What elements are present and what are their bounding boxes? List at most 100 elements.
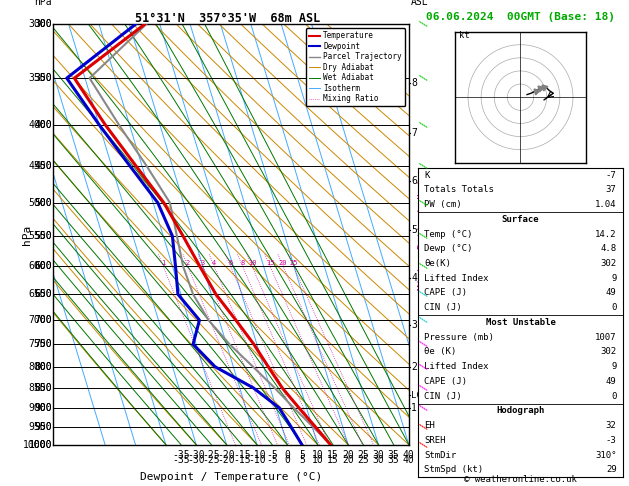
Text: 25: 25: [357, 455, 369, 465]
Text: Hodograph: Hodograph: [496, 406, 545, 416]
Text: 302: 302: [601, 347, 616, 356]
Text: 10: 10: [248, 260, 257, 266]
Text: 4: 4: [411, 273, 417, 283]
Text: \: \: [418, 230, 429, 242]
Text: 950: 950: [35, 422, 52, 432]
Text: 35: 35: [388, 450, 399, 460]
Text: 0: 0: [284, 450, 291, 460]
Text: 9: 9: [611, 274, 616, 283]
Text: 5: 5: [299, 455, 306, 465]
Text: 40: 40: [403, 455, 415, 465]
Text: StmDir: StmDir: [425, 451, 457, 460]
Text: 600: 600: [35, 261, 52, 271]
Text: kt: kt: [459, 31, 470, 40]
Text: -10: -10: [248, 450, 266, 460]
Text: 2: 2: [186, 260, 190, 266]
Text: Mixing Ratio (g/kg): Mixing Ratio (g/kg): [418, 179, 428, 290]
Text: \: \: [418, 338, 429, 350]
Text: 900: 900: [29, 403, 47, 413]
Text: 25: 25: [289, 260, 298, 266]
Text: 500: 500: [29, 198, 47, 208]
Text: 32: 32: [606, 421, 616, 430]
Text: -30: -30: [187, 450, 205, 460]
Text: -20: -20: [218, 455, 235, 465]
Text: 5: 5: [299, 450, 306, 460]
Text: 15: 15: [327, 450, 339, 460]
Text: 850: 850: [35, 383, 52, 393]
Text: 310°: 310°: [595, 451, 616, 460]
Text: 4.8: 4.8: [601, 244, 616, 253]
Text: 700: 700: [29, 315, 47, 325]
Text: Most Unstable: Most Unstable: [486, 318, 555, 327]
Text: -15: -15: [233, 455, 250, 465]
Text: 1000: 1000: [23, 440, 47, 450]
Text: 800: 800: [35, 362, 52, 372]
Text: 7: 7: [411, 128, 417, 139]
Text: \: \: [418, 382, 429, 394]
Text: 350: 350: [35, 73, 52, 83]
Text: -25: -25: [203, 450, 220, 460]
Text: -30: -30: [187, 455, 205, 465]
Text: \: \: [418, 160, 429, 172]
Text: 750: 750: [35, 339, 52, 349]
Text: km
ASL: km ASL: [411, 0, 429, 7]
Text: 8: 8: [240, 260, 245, 266]
Text: 29: 29: [606, 466, 616, 474]
Text: CAPE (J): CAPE (J): [425, 289, 467, 297]
Text: 8: 8: [411, 78, 417, 88]
Text: -7: -7: [606, 171, 616, 179]
Text: SREH: SREH: [425, 436, 446, 445]
Text: 450: 450: [29, 161, 47, 171]
Text: 10: 10: [312, 455, 323, 465]
Text: 400: 400: [35, 120, 52, 130]
Text: Dewp (°C): Dewp (°C): [425, 244, 473, 253]
Text: Pressure (mb): Pressure (mb): [425, 333, 494, 342]
Text: -35: -35: [172, 455, 190, 465]
Text: 49: 49: [606, 377, 616, 386]
Text: 750: 750: [29, 339, 47, 349]
Text: 900: 900: [35, 403, 52, 413]
Text: K: K: [425, 171, 430, 179]
Text: hPa: hPa: [35, 0, 52, 7]
Text: -3: -3: [606, 436, 616, 445]
Text: -25: -25: [203, 455, 220, 465]
Text: 9: 9: [611, 362, 616, 371]
Text: 4: 4: [212, 260, 216, 266]
Text: 800: 800: [29, 362, 47, 372]
Text: 1000: 1000: [28, 440, 52, 450]
Text: 25: 25: [357, 450, 369, 460]
Text: LCL: LCL: [411, 391, 427, 400]
Text: 550: 550: [35, 231, 52, 241]
Text: © weatheronline.co.uk: © weatheronline.co.uk: [464, 474, 577, 484]
Text: 350: 350: [29, 73, 47, 83]
Text: 400: 400: [29, 120, 47, 130]
Text: 6: 6: [228, 260, 233, 266]
Text: 3: 3: [201, 260, 205, 266]
Text: \: \: [418, 402, 429, 414]
Text: \: \: [418, 421, 429, 433]
Text: Surface: Surface: [502, 215, 539, 224]
Text: \: \: [418, 260, 429, 272]
Text: 950: 950: [35, 422, 52, 432]
Text: 550: 550: [29, 231, 47, 241]
Text: 20: 20: [279, 260, 287, 266]
Text: 06.06.2024  00GMT (Base: 18): 06.06.2024 00GMT (Base: 18): [426, 12, 615, 22]
Text: 20: 20: [342, 450, 354, 460]
Text: Lifted Index: Lifted Index: [425, 362, 489, 371]
Text: 950: 950: [29, 422, 47, 432]
Text: 900: 900: [35, 403, 52, 413]
Text: hPa: hPa: [22, 225, 32, 244]
Text: Dewpoint / Temperature (°C): Dewpoint / Temperature (°C): [140, 472, 322, 482]
Text: 650: 650: [29, 289, 47, 299]
Text: 1007: 1007: [595, 333, 616, 342]
Text: 1000: 1000: [28, 440, 52, 450]
Text: 500: 500: [35, 198, 52, 208]
Text: 300: 300: [35, 19, 52, 29]
Text: 35: 35: [388, 455, 399, 465]
Text: \: \: [418, 361, 429, 373]
Text: CIN (J): CIN (J): [425, 392, 462, 400]
Text: 30: 30: [372, 455, 384, 465]
Text: θe(K): θe(K): [425, 259, 451, 268]
Text: 5: 5: [411, 225, 417, 235]
Text: \: \: [418, 119, 429, 131]
